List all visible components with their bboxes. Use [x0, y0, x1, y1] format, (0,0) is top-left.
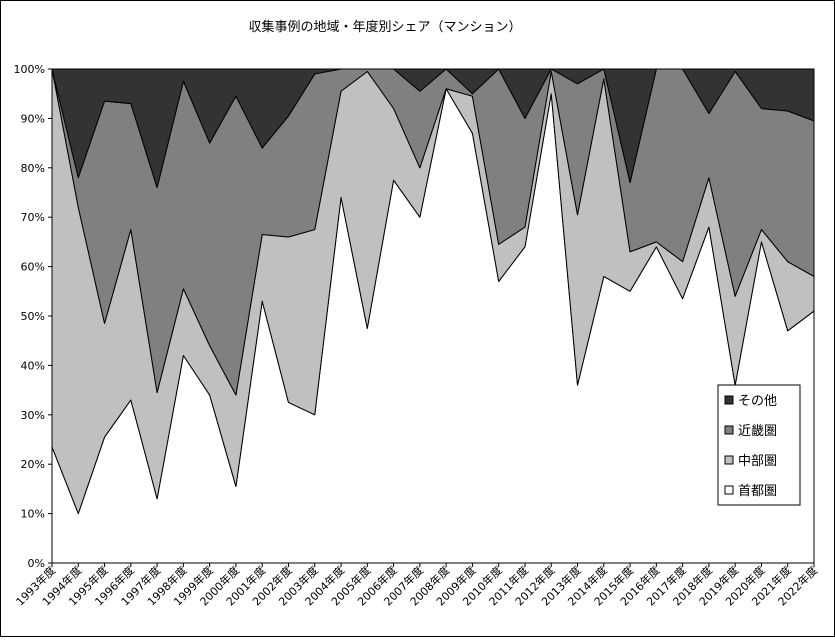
y-tick-label: 20% [21, 458, 45, 471]
area [51, 68, 815, 189]
y-tick-label: 80% [21, 162, 45, 175]
y-tick-label: 10% [21, 508, 45, 521]
y-tick-label: 0% [28, 557, 45, 570]
y-tick-label: 50% [21, 310, 45, 323]
legend-swatch [724, 425, 734, 435]
chart-title: 収集事例の地域・年度別シェア（マンション） [248, 19, 521, 35]
legend-label: 近畿圏 [738, 424, 777, 439]
legend-label: その他 [738, 394, 777, 409]
legend-swatch [724, 395, 734, 405]
y-tick-label: 40% [21, 359, 45, 372]
y-tick-label: 100% [14, 63, 45, 76]
legend-swatch [724, 455, 734, 465]
legend-box [717, 384, 801, 506]
y-tick-label: 30% [21, 409, 45, 422]
y-tick-label: 90% [21, 112, 45, 125]
legend-swatch [724, 485, 734, 495]
y-tick-label: 70% [21, 211, 45, 224]
legend-label: 中部圏 [738, 454, 777, 469]
y-tick-label: 60% [21, 261, 45, 274]
legend-label: 首都圏 [738, 484, 777, 499]
